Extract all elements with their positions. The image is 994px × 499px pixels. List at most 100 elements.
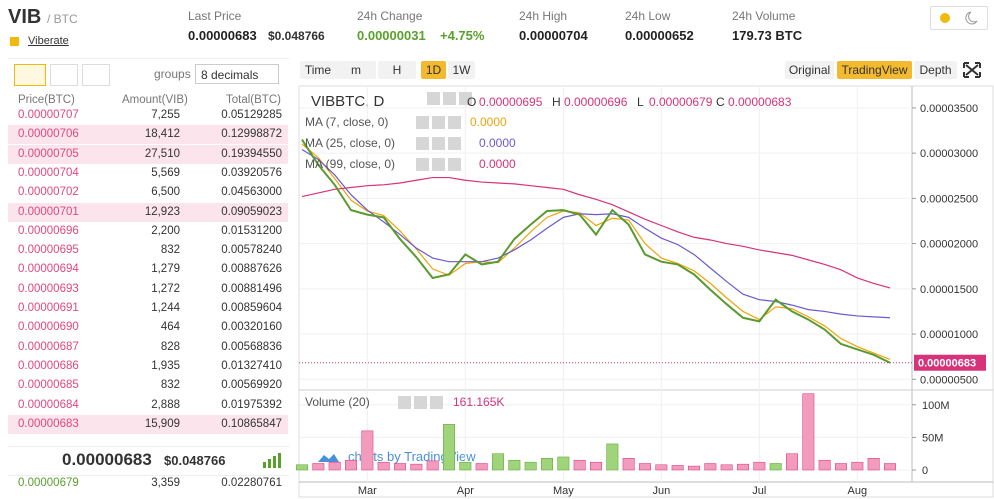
legend-icon (430, 396, 443, 409)
amount: 832 (160, 244, 180, 257)
legend-name: MA (25, close, 0) (305, 136, 395, 150)
theme-toggle[interactable] (930, 6, 988, 30)
volume-bar (296, 464, 308, 471)
fullscreen[interactable] (960, 60, 984, 80)
amount: 18,412 (144, 128, 180, 141)
total: 0.19394550 (221, 147, 282, 160)
volume-bar (802, 393, 815, 471)
ohlc-label: O (467, 95, 476, 109)
asks-row: 0.00000702 6,500 0.04563000 (8, 183, 288, 202)
asks-row: 0.00000690 464 0.00320160 (8, 318, 288, 337)
ohlc-label: C (716, 95, 725, 109)
view-button[interactable]: Depth (914, 61, 957, 79)
x-tick-label: Mar (358, 485, 377, 497)
interval-button[interactable]: Time (300, 61, 336, 79)
amount: 5,569 (151, 166, 180, 179)
asks-row: 0.00000705 27,510 0.19394550 (8, 144, 288, 164)
ohlc-value: 0.00000696 (564, 95, 628, 109)
view-button[interactable]: Original (785, 61, 834, 79)
volume-bar (573, 459, 586, 471)
amount: 1,279 (151, 263, 180, 276)
price-line (301, 139, 891, 364)
volume-bar (622, 458, 635, 471)
price: 0.00000686 (18, 359, 79, 372)
volume-bar (508, 459, 521, 471)
legend-value: 0.0000 (479, 157, 516, 171)
volume-bar (557, 456, 570, 471)
y-tick-label: 0.00003000 (920, 148, 978, 160)
quote: / BTC (47, 12, 78, 26)
asks-row: 0.00000691 1,244 0.00859604 (8, 299, 288, 318)
legend-icon (432, 116, 445, 129)
signal-icon (263, 453, 281, 468)
total: 0.01531200 (221, 224, 282, 237)
view-asks[interactable] (82, 64, 110, 86)
fullscreen-icon (963, 62, 981, 78)
asks-row: 0.00000685 832 0.00569920 (8, 376, 288, 395)
price: 0.00000693 (18, 282, 79, 295)
y-tick-label: 0.00001500 (920, 284, 978, 296)
legend-icon (448, 137, 461, 150)
stat-value: 0.00000683 (188, 28, 257, 43)
price: 0.00000694 (18, 263, 79, 276)
interval-button[interactable]: H (378, 61, 416, 79)
legend-name: MA (99, close, 0) (305, 157, 395, 171)
amount: 828 (160, 340, 180, 353)
interval-button[interactable]: 1D (421, 61, 446, 79)
volume-bar (655, 464, 668, 471)
legend-value: 0.0000 (479, 136, 516, 150)
volume-bar (524, 461, 537, 471)
amount: 1,272 (151, 282, 180, 295)
interval-button[interactable]: m (336, 61, 376, 79)
stat-label: 24h Volume (732, 9, 796, 23)
stat-sub: +4.75% (440, 28, 485, 43)
asks-row: 0.00000701 12,923 0.09059023 (8, 202, 288, 222)
asks-row: 0.00000695 832 0.00578240 (8, 241, 288, 260)
view-both[interactable] (14, 64, 46, 86)
amount: 2,200 (151, 224, 180, 237)
ma-line (301, 176, 891, 289)
last-price-box (914, 354, 986, 371)
volume-bar (394, 463, 406, 471)
price: 0.00000687 (18, 340, 79, 353)
last-price: 0.00000683 (62, 450, 152, 469)
volume-bar (492, 453, 504, 471)
ohlc-label: L (637, 95, 644, 109)
total: 0.02280761 (221, 477, 282, 489)
asks-row: 0.00000686 1,935 0.01327410 (8, 357, 288, 376)
volume-bar (639, 463, 651, 471)
y-tick-label: 0.00003500 (920, 103, 978, 115)
volume-value: 161.165K (453, 395, 504, 409)
volume-bar (590, 461, 602, 471)
project-link[interactable]: Viberate (28, 35, 69, 47)
ma-line (301, 149, 891, 319)
volume-bar (867, 458, 880, 471)
volume-bar (737, 463, 749, 471)
legend-icon (448, 116, 461, 129)
volume-bar (475, 463, 488, 471)
ohlc-label: H (552, 95, 561, 109)
total: 0.04563000 (221, 186, 282, 199)
x-tick-label: Aug (848, 485, 868, 497)
view-button[interactable]: TradingView (837, 61, 912, 79)
asks-row: 0.00000707 7,255 0.05129285 (8, 106, 288, 125)
ohlc-value: 0.00000683 (728, 95, 792, 109)
legend-icon (398, 396, 411, 409)
ohlc-value: 0.00000695 (479, 95, 543, 109)
price: 0.00000696 (18, 224, 79, 237)
legend-icon (432, 158, 445, 171)
view-bids[interactable] (50, 64, 78, 86)
ma-line (301, 143, 891, 360)
ohlc-value: 0.00000679 (649, 95, 713, 109)
amount: 2,888 (151, 398, 180, 411)
stat-sub: $0.048766 (268, 29, 325, 43)
volume-bar (606, 443, 619, 471)
asks-row: 0.00000696 2,200 0.01531200 (8, 222, 288, 241)
asks-row: 0.00000706 18,412 0.12998872 (8, 125, 288, 145)
interval-button[interactable]: 1W (448, 61, 475, 79)
price: 0.00000691 (18, 302, 79, 314)
total: 0.12998872 (221, 128, 282, 141)
decimals-select[interactable]: 8 decimals (195, 64, 279, 84)
x-tick-label: Jul (752, 485, 766, 497)
